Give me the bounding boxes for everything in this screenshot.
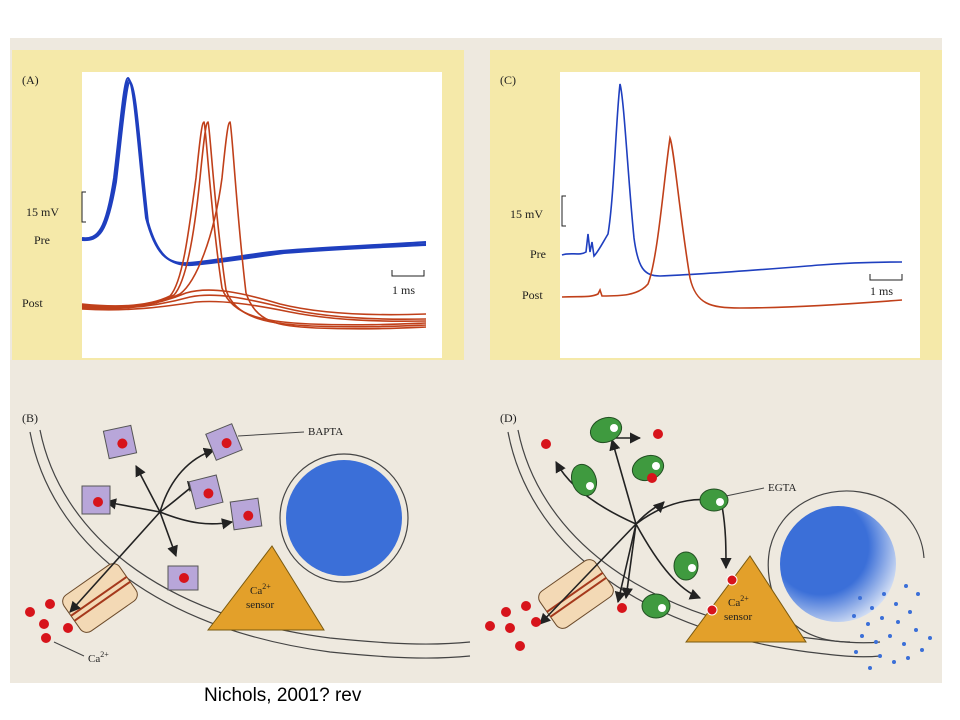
sensor-label-line1: Ca2+ [250,582,271,597]
figure-frame: (A) 15 mV Pre Post 1 ms [10,38,942,683]
panel-c-scale-time: 1 ms [870,284,893,298]
sensor-label-line2: sensor [724,611,752,623]
egta-leader-line [725,487,765,497]
time-scale-bar [869,274,903,281]
egta-label: EGTA [768,482,797,494]
panel-c-label: (C) [500,73,516,87]
panel-c-scale-voltage: 15 mV [510,207,543,221]
panel-c-plot-area [560,72,920,358]
sensor-label-line1: Ca2+ [728,594,749,609]
panel-a-pre-label: Pre [34,233,50,247]
bound-calcium [647,473,657,483]
egta-binding-sites [586,424,724,612]
bapta-leader-line [237,431,305,437]
panel-c-pre-trace [561,83,903,277]
presynaptic-membrane-outer [507,431,881,658]
released-transmitter [852,584,932,670]
panel-a-plot-area [82,72,442,358]
ca-diffusion-arrows [539,432,732,625]
figure-svg: (A) 15 mV Pre Post 1 ms [22,72,932,670]
figure-caption: Nichols, 2001? rev [204,685,362,706]
ca-diffusion-arrows [69,447,234,613]
vesicle-membrane [279,453,409,583]
calcium-leader-line [53,641,85,657]
panel-a-scale-voltage: 15 mV [26,205,59,219]
synaptic-vesicle [286,460,402,576]
time-scale-bar [391,270,425,277]
panel-c-post-trace [561,134,903,309]
panel-a-pre-trace [81,76,427,267]
bound-calcium [706,604,718,616]
panel-a-post-trace [81,121,427,330]
panel-d-label: (D) [500,411,517,425]
panel-a: (A) 15 mV Pre Post 1 ms [22,72,442,358]
panel-c: (C) 15 mV Pre Post 1 ms [500,72,920,358]
bapta-label: BAPTA [308,426,343,438]
panel-a-label: (A) [22,73,39,87]
calcium-label: Ca2+ [88,650,109,665]
calcium-sensor [206,545,325,631]
panel-b-label: (B) [22,411,38,425]
presynaptic-membrane-outer [29,431,471,659]
panel-d: (D) Ca2+ sensor [485,411,932,670]
panel-a-scale-time: 1 ms [392,283,415,297]
sensor-label-line2: sensor [246,599,274,611]
panel-a-post-label: Post [22,296,43,310]
bapta-molecules [81,423,263,591]
calcium-channel [538,559,614,629]
panel-b: (B) Ca2+ sensor [22,411,471,665]
panel-c-post-label: Post [522,288,543,302]
free-calcium [485,429,663,651]
bound-calcium [726,574,738,586]
extracellular-calcium [25,599,73,643]
voltage-scale-bar [81,191,86,223]
calcium-channel [62,563,138,633]
calcium-sensor [685,555,807,643]
voltage-scale-bar [561,195,566,227]
fusing-vesicle [780,506,896,622]
panel-c-pre-label: Pre [530,247,546,261]
